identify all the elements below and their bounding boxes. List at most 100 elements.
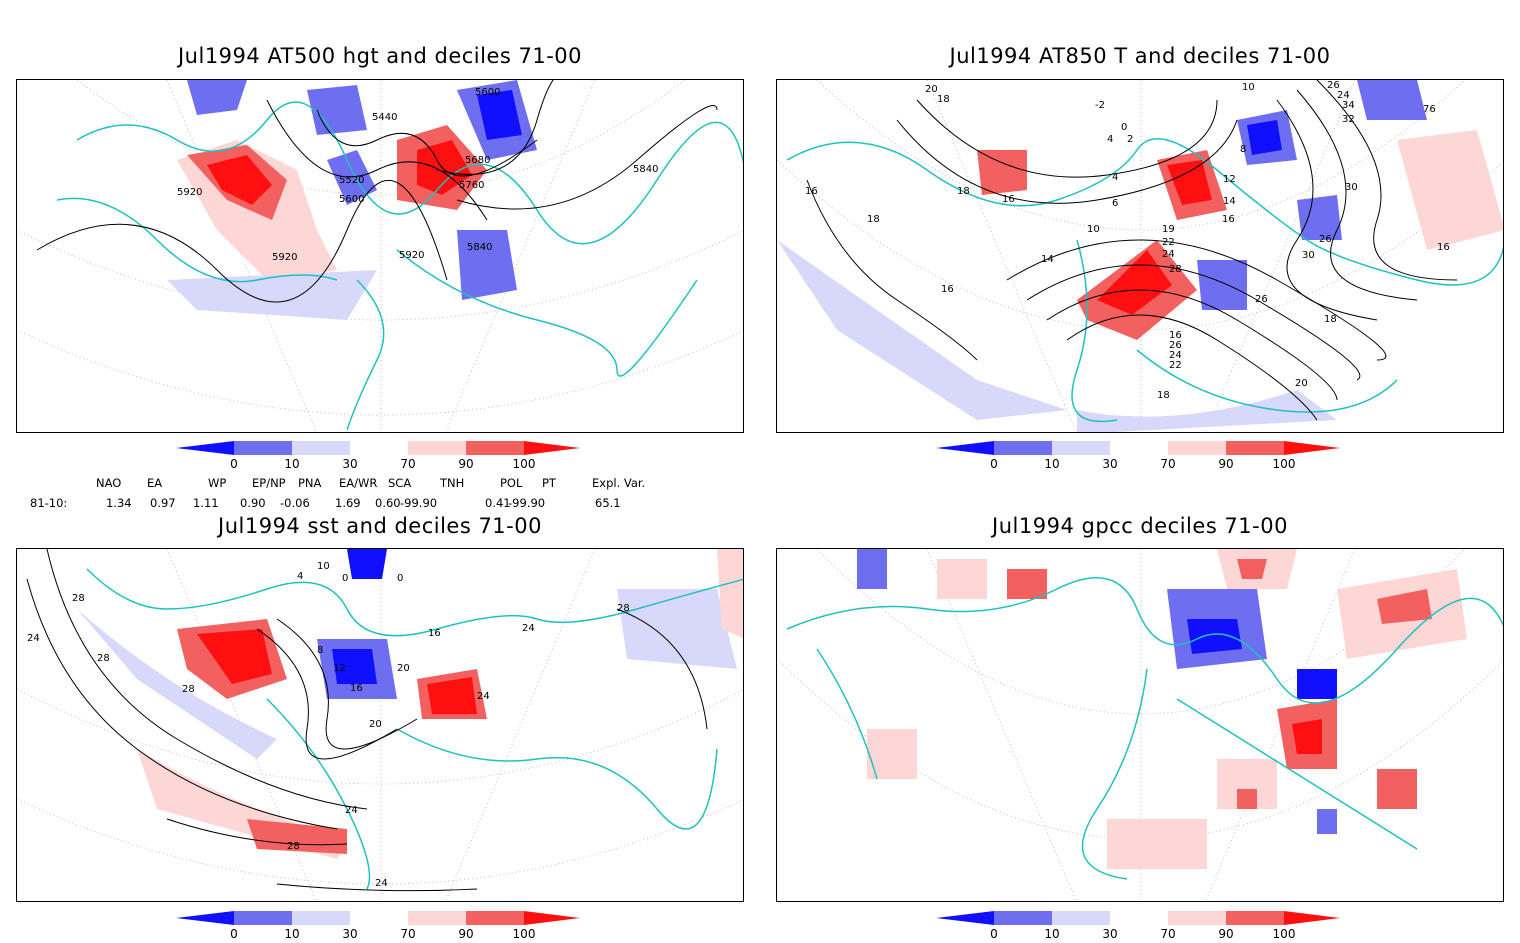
- contour-label: 76: [1423, 104, 1436, 115]
- index-value: -99.90: [508, 496, 546, 510]
- colorbar-tick-label: 0: [230, 927, 238, 941]
- colorbar-segment: [292, 911, 350, 925]
- colorbar-tick-label: 70: [1160, 927, 1175, 941]
- contour-label: 19: [1162, 224, 1175, 235]
- colorbar-arrow-low: [936, 441, 994, 455]
- contour-label: 16: [1002, 194, 1015, 205]
- contour-label: 16: [428, 628, 441, 639]
- contour-label: 20: [925, 84, 938, 95]
- contour-label: 16: [1437, 242, 1450, 253]
- colorbar-arrow-high: [524, 441, 580, 455]
- colorbar-tick-label: 0: [990, 927, 998, 941]
- contour-label: 24: [27, 633, 40, 644]
- contour-label: 8: [317, 645, 323, 656]
- colorbar-segment: [466, 911, 524, 925]
- contour-label: 5760: [459, 180, 484, 191]
- contour-label: 4: [1107, 134, 1113, 145]
- contour-label: 28: [617, 603, 630, 614]
- index-value: 1.11: [193, 496, 219, 510]
- contour-label: 5440: [372, 112, 397, 123]
- contour-label: 28: [72, 593, 85, 604]
- contour-label: 5920: [272, 252, 297, 263]
- colorbar-tick-label: 10: [284, 927, 299, 941]
- colorbar-segment: [1110, 911, 1168, 925]
- panel-title-t850: Jul1994 AT850 T and deciles 71-00: [949, 44, 1331, 68]
- colorbar-segment: [350, 911, 408, 925]
- contour-label: 6: [1112, 198, 1118, 209]
- contour-label: 0: [342, 573, 348, 584]
- index-header: EA: [147, 476, 163, 490]
- colorbar-segment: [234, 911, 292, 925]
- index-header: NAO: [96, 476, 122, 490]
- contour-label: 18: [1324, 314, 1337, 325]
- index-header: TNH: [440, 476, 465, 490]
- colorbar-segment: [994, 911, 1052, 925]
- contour-label: 24: [1337, 90, 1350, 101]
- colorbar-arrow-low: [176, 911, 234, 925]
- colorbar-tick-label: 70: [1160, 457, 1175, 471]
- colorbar-hgt500: 0 10 30 70 90 100: [176, 441, 580, 471]
- contour-label: 16: [350, 683, 363, 694]
- contour-label: 4: [297, 571, 303, 582]
- panel-title-gpcc: Jul1994 gpcc deciles 71-00: [992, 514, 1288, 538]
- index-value: 0.41: [485, 496, 511, 510]
- colorbar-segment: [1226, 441, 1284, 455]
- contour-label: 5600: [339, 194, 364, 205]
- map-panel-hgt500: 5440 5600 5520 5600 5680 5760 5840 5920 …: [16, 79, 744, 433]
- contour-label: 10: [1087, 224, 1100, 235]
- colorbar-tick-label: 90: [1218, 927, 1233, 941]
- index-header: Expl. Var.: [592, 476, 646, 490]
- contour-label: 5920: [177, 187, 202, 198]
- colorbar-arrow-low: [176, 441, 234, 455]
- contour-label: 18: [867, 214, 880, 225]
- colorbar-t850: 0 10 30 70 90 100: [936, 441, 1340, 471]
- contour-label: 16: [941, 284, 954, 295]
- map-sst: 28 24 28 28 4 10 0 0 8 12 16 20 24 24 28…: [17, 549, 743, 901]
- contour-label: 14: [1041, 254, 1054, 265]
- colorbar-tick-label: 100: [1273, 457, 1296, 471]
- contour-label: 0: [1121, 122, 1127, 133]
- colorbar-sst: 0 10 30 70 90 100: [176, 911, 580, 941]
- colorbar-segment: [1168, 911, 1226, 925]
- index-header: PNA: [298, 476, 322, 490]
- contour-label: 5680: [465, 155, 490, 166]
- contour-label: 24: [1169, 350, 1182, 361]
- contour-label: 22: [1169, 360, 1182, 371]
- contour-label: 20: [1295, 378, 1308, 389]
- colorbar-tick-label: 100: [513, 927, 536, 941]
- contour-label: 4: [1112, 172, 1118, 183]
- colorbar-tick-label: 90: [1218, 457, 1233, 471]
- map-panel-gpcc: [776, 548, 1504, 902]
- contour-label: 5840: [633, 164, 658, 175]
- colorbar-tick-label: 100: [1273, 927, 1296, 941]
- colorbar-segment: [350, 441, 408, 455]
- contour-label: 10: [317, 561, 330, 572]
- colorbar-arrow-low: [936, 911, 994, 925]
- contour-label: 8: [1240, 144, 1246, 155]
- contour-label: 22: [1162, 237, 1175, 248]
- teleconnection-indices: NAO EA WP EP/NP PNA EA/WR SCA TNH POL PT…: [30, 476, 730, 512]
- index-value: 65.1: [595, 496, 621, 510]
- colorbar-tick-label: 70: [400, 457, 415, 471]
- index-value: 0.97: [150, 496, 176, 510]
- contour-label: 24: [1162, 249, 1175, 260]
- panel-title-hgt500: Jul1994 AT500 hgt and deciles 71-00: [177, 44, 583, 68]
- index-header: SCA: [388, 476, 412, 490]
- contour-label: 12: [1223, 174, 1236, 185]
- index-header: PT: [542, 476, 556, 490]
- colorbar-segment: [1110, 441, 1168, 455]
- index-header: EA/WR: [339, 476, 378, 490]
- contour-label: 18: [1157, 390, 1170, 401]
- colorbar-tick-label: 0: [230, 457, 238, 471]
- colorbar-tick-label: 30: [342, 927, 357, 941]
- map-gpcc: [777, 549, 1503, 901]
- contour-labels: 28 24 28 28 4 10 0 0 8 12 16 20 24 24 28…: [27, 561, 630, 889]
- contour-label: 32: [1342, 114, 1355, 125]
- contour-label: 14: [1223, 196, 1236, 207]
- colorbar-segment: [408, 911, 466, 925]
- contour-label: 28: [97, 653, 110, 664]
- colorbar-tick-label: 10: [1044, 457, 1059, 471]
- contour-label: 2: [1127, 134, 1133, 145]
- contour-label: 5520: [339, 175, 364, 186]
- contour-label: 30: [1302, 250, 1315, 261]
